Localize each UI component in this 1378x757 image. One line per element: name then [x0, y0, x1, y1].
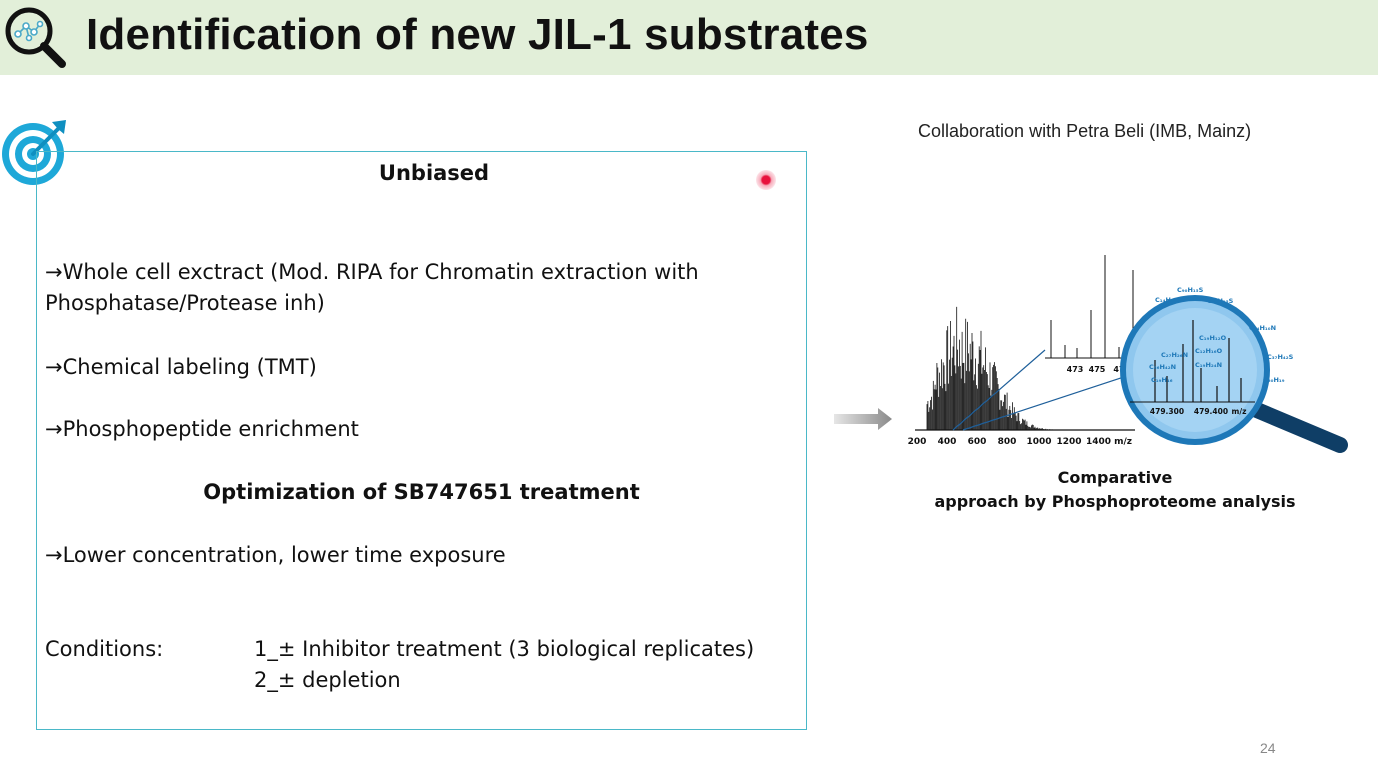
lens-tick-label: 479.400: [1194, 407, 1228, 416]
pointer-dot: [756, 170, 776, 190]
x-tick-label: 1200: [1056, 437, 1081, 447]
caption-line-1: Comparative: [1057, 468, 1173, 487]
formula-label: C₃₇H₄₂S: [1267, 353, 1294, 361]
page-number: 24: [1260, 740, 1276, 756]
condition-2: 2_± depletion: [254, 668, 401, 692]
bullet-lower-concentration: →Lower concentration, lower time exposur…: [45, 543, 506, 567]
formula-label: C₁₄H₄₃: [1155, 296, 1177, 304]
formula-label: C₂₀H₁₅S: [1207, 297, 1234, 305]
caption-line-2: approach by Phosphoproteome analysis: [934, 492, 1296, 511]
formula-label: C₃₆H₄₂N: [1149, 363, 1176, 371]
bullet-chemical-labeling: →Chemical labeling (TMT): [45, 355, 317, 379]
formula-label: C₂₀H₁₉: [1263, 376, 1285, 384]
right-arrow-icon: [834, 408, 892, 430]
slide-header: Identification of new JIL-1 substrates: [0, 0, 1378, 75]
lens-tick-label: 479.300: [1150, 407, 1184, 416]
spectrum-peaks: [926, 306, 1076, 430]
inset-tick-label: 475: [1089, 365, 1106, 374]
collaboration-text: Collaboration with Petra Beli (IMB, Main…: [918, 121, 1252, 141]
x-tick-label: 800: [998, 437, 1017, 447]
magnifier-lens: 479.300 479.400 m/z C₉₀H₁₅S C₁₄H₄₃ C₂₀H₁…: [1120, 286, 1348, 453]
conditions-label: Conditions:: [45, 637, 164, 661]
inset-tick-label: 473: [1067, 365, 1084, 374]
formula-label: C₁₉H₂₄N: [1195, 361, 1222, 369]
bullet-whole-cell-extract-cont: Phosphatase/Protease inh): [45, 291, 325, 315]
slide-title: Identification of new JIL-1 substrates: [86, 10, 869, 59]
formula-label: C₁₉H₁₆: [1151, 376, 1173, 384]
magnifier-molecule-icon: [5, 7, 66, 68]
formula-label: C₃₄H₁₀N: [1249, 324, 1276, 332]
content-box: [36, 151, 807, 730]
target-arrow-icon: [2, 120, 66, 185]
x-tick-label: 600: [968, 437, 987, 447]
lens-tick-label: m/z: [1232, 407, 1247, 416]
x-tick-label: 200: [908, 437, 927, 447]
heading-optimization: Optimization of SB747651 treatment: [203, 480, 640, 504]
figure-caption: Comparative approach by Phosphoproteome …: [930, 466, 1300, 514]
bullet-whole-cell-extract: →Whole cell exctract (Mod. RIPA for Chro…: [45, 260, 699, 284]
heading-unbiased: Unbiased: [378, 161, 490, 185]
formula-label: C₉₀H₁₅S: [1177, 286, 1204, 294]
formula-label: C₁₉H₁₂O: [1199, 334, 1227, 342]
mass-spectrum-figure: 200 400 600 800 1000 1200 1400 m/z 473 4…: [908, 255, 1348, 453]
condition-1: 1_± Inhibitor treatment (3 biological re…: [254, 637, 755, 661]
bullet-phosphopeptide: →Phosphopeptide enrichment: [45, 417, 359, 441]
x-tick-label: 1400 m/z: [1086, 437, 1132, 447]
formula-label: C₁₂H₁₆O: [1195, 347, 1223, 355]
formula-label: C₂₇H₂₆N: [1161, 351, 1188, 359]
x-tick-label: 1000: [1026, 437, 1051, 447]
inset-tick-label: 47: [1113, 365, 1124, 374]
x-tick-label: 400: [938, 437, 957, 447]
